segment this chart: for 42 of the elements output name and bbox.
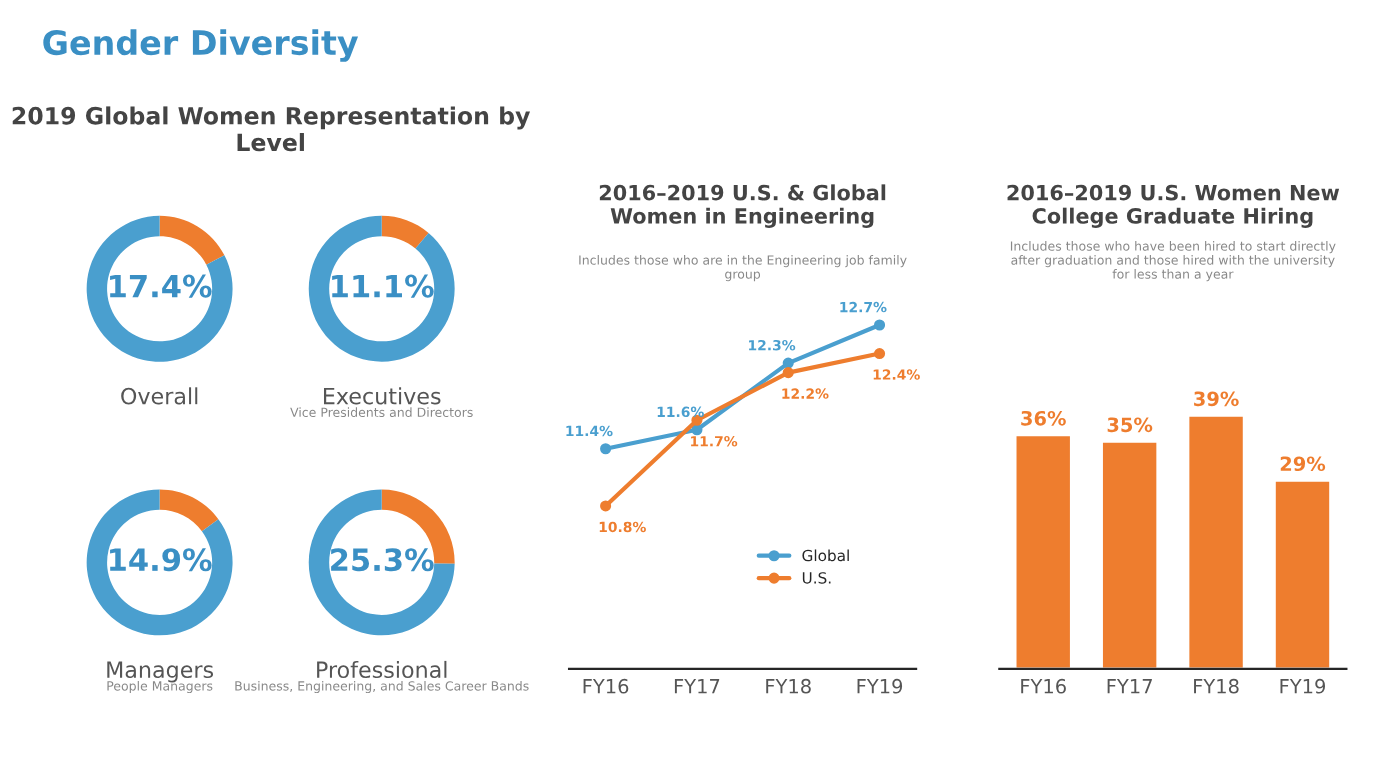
x-tick-label: FY16 [583,678,629,694]
data-label: 35% [1107,417,1153,433]
donut-slice [86,489,233,636]
text: 2019 Global Women Representation by Level [12,106,531,152]
bar [1100,440,1160,669]
data-label: 25.3% [331,548,434,572]
point [782,357,794,369]
x-tick-label: FY17 [674,679,720,694]
data-label: 29% [1280,456,1326,472]
x-tick-label: FY19 [857,678,903,694]
bar [1273,479,1332,669]
text: Managers [107,661,214,683]
text: Gender Diversity [43,29,359,62]
point [782,367,794,379]
x-tick-label: FY17 [1107,679,1152,694]
data-label: 14.9% [110,548,212,572]
chart-title: 2016–2019 U.S. & Global Women in Engineering [599,184,886,228]
point [600,443,612,455]
donut-slice [159,215,225,265]
chart-title: 2016–2019 U.S. Women New College Graduate Hiring [1007,184,1340,228]
point [874,348,886,360]
x-tick-label: FY19 [1280,678,1326,694]
donut-slice [381,215,429,249]
donut-slice [308,215,455,362]
text: Overall [121,387,198,405]
point [600,500,612,512]
data-label: 39% [1194,391,1239,407]
donut-slice [86,215,233,362]
text: Professional [317,660,447,679]
x-tick-label: FY18 [1194,678,1239,694]
bar [1013,433,1073,669]
point [691,424,703,436]
data-label: 36% [1021,410,1066,426]
x-tick-label: FY18 [766,678,811,694]
x-tick-label: FY16 [1021,678,1066,694]
bar [1186,414,1246,669]
donut-slice [159,489,219,532]
donut-slice [308,489,455,636]
data-label: 11.1% [332,274,434,298]
point [874,319,886,331]
text: Executives [324,387,441,405]
data-label: 17.4% [110,274,212,298]
